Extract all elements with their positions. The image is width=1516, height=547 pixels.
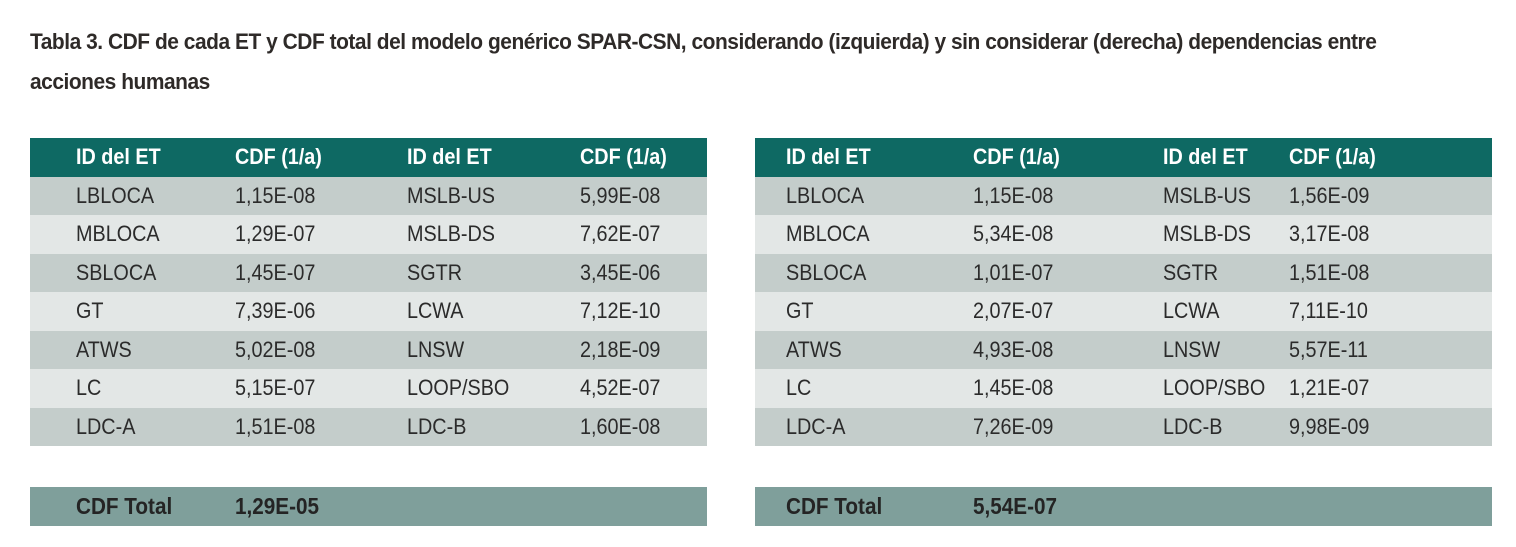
table-cell: 1,51E-08 [235,413,316,439]
table-cell: LC [786,375,812,400]
table-header-row: ID del ET CDF (1/a) ID del ET CDF (1/a) [30,138,707,177]
table-row: LC 5,15E-07 LOOP/SBO 4,52E-07 [30,369,707,408]
table-cell: LCWA [407,298,464,323]
table-cell: 3,17E-08 [1289,221,1370,246]
header-cell: ID del ET [76,144,161,169]
table-cell: MBLOCA [786,221,870,246]
table-cell: 4,93E-08 [973,336,1054,362]
table-cell: MSLB-US [407,182,496,208]
caption-line-2: acciones humanas [30,69,210,94]
table-cell: 1,56E-09 [1289,182,1370,208]
table-cell: 5,99E-08 [580,182,661,208]
table-row: LC 1,45E-08 LOOP/SBO 1,21E-07 [755,369,1492,408]
table-cell: GT [786,298,814,323]
table-cell: 5,15E-07 [235,375,316,400]
header-cell: ID del ET [1163,144,1248,169]
table-cell: 2,18E-09 [580,336,661,362]
table-cell: MSLB-US [1163,182,1252,208]
table-cell: 4,52E-07 [580,375,661,400]
total-label: CDF Total [786,493,883,519]
table-cell: 1,01E-07 [973,259,1054,285]
table-cell: LBLOCA [786,182,865,208]
table-caption: Tabla 3. CDF de cada ET y CDF total del … [30,22,1397,102]
header-cell: CDF (1/a) [580,144,667,169]
table-cell: 7,12E-10 [580,298,661,323]
table-cell: LC [76,375,102,400]
table-row: LDC-A 1,51E-08 LDC-B 1,60E-08 [30,407,707,446]
table-cell: LNSW [407,336,465,362]
table-cell: LCWA [1163,298,1220,323]
table-cell: MSLB-DS [407,221,496,246]
total-value: 5,54E-07 [973,493,1058,519]
table-cell: SGTR [407,259,463,285]
total-value: 1,29E-05 [235,493,320,519]
table-cell: ATWS [786,336,842,362]
table-row: SBLOCA 1,45E-07 SGTR 3,45E-06 [30,253,707,292]
table-cell: LDC-B [1163,413,1223,439]
table-cell: 9,98E-09 [1289,413,1370,439]
table-header-row: ID del ET CDF (1/a) ID del ET CDF (1/a) [755,138,1492,177]
table-cell: MSLB-DS [1163,221,1252,246]
table-cell: LNSW [1163,336,1221,362]
table-cell: 5,34E-08 [973,221,1054,246]
left-table: ID del ET CDF (1/a) ID del ET CDF (1/a) … [30,138,707,446]
right-table: ID del ET CDF (1/a) ID del ET CDF (1/a) … [755,138,1492,446]
table-cell: 7,11E-10 [1289,298,1368,323]
table-cell: 1,45E-08 [973,375,1054,400]
table-row: GT 2,07E-07 LCWA 7,11E-10 [755,292,1492,331]
total-row: CDF Total 1,29E-05 [30,487,707,526]
caption-line-1: Tabla 3. CDF de cada ET y CDF total del … [30,29,1377,54]
header-cell: CDF (1/a) [973,144,1060,169]
table-cell: LOOP/SBO [1163,375,1266,400]
table-cell: 7,26E-09 [973,413,1054,439]
table-row: LBLOCA 1,15E-08 MSLB-US 5,99E-08 [30,176,707,215]
table-cell: LDC-B [407,413,467,439]
table-row: MBLOCA 5,34E-08 MSLB-DS 3,17E-08 [755,215,1492,254]
table-cell: 7,39E-06 [235,298,316,323]
table-cell: 2,07E-07 [973,298,1054,323]
table-cell: 1,29E-07 [235,221,316,246]
table-row: SBLOCA 1,01E-07 SGTR 1,51E-08 [755,253,1492,292]
table-cell: 7,62E-07 [580,221,661,246]
header-cell: CDF (1/a) [235,144,322,169]
table-cell: LBLOCA [76,182,155,208]
table-cell: 3,45E-06 [580,259,661,285]
table-cell: LDC-A [786,413,846,439]
table-cell: 1,15E-08 [973,182,1054,208]
table-cell: 1,51E-08 [1289,259,1370,285]
table-cell: 1,45E-07 [235,259,316,285]
table-cell: SGTR [1163,259,1219,285]
table-row: ATWS 4,93E-08 LNSW 5,57E-11 [755,330,1492,369]
total-row: CDF Total 5,54E-07 [755,487,1492,526]
table-cell: SBLOCA [786,259,867,285]
header-cell: CDF (1/a) [1289,144,1376,169]
table-cell: LOOP/SBO [407,375,510,400]
table-row: ATWS 5,02E-08 LNSW 2,18E-09 [30,330,707,369]
table-cell: GT [76,298,104,323]
table-cell: 1,60E-08 [580,413,661,439]
table-row: MBLOCA 1,29E-07 MSLB-DS 7,62E-07 [30,215,707,254]
total-label: CDF Total [76,493,173,519]
table-cell: ATWS [76,336,132,362]
table-row: LDC-A 7,26E-09 LDC-B 9,98E-09 [755,407,1492,446]
table-cell: 1,15E-08 [235,182,316,208]
table-row: GT 7,39E-06 LCWA 7,12E-10 [30,292,707,331]
table-cell: 1,21E-07 [1289,375,1370,400]
table-cell: 5,57E-11 [1289,336,1368,362]
table-cell: 5,02E-08 [235,336,316,362]
table-cell: MBLOCA [76,221,160,246]
header-cell: ID del ET [786,144,871,169]
table-cell: SBLOCA [76,259,157,285]
table-cell: LDC-A [76,413,136,439]
header-cell: ID del ET [407,144,492,169]
table-row: LBLOCA 1,15E-08 MSLB-US 1,56E-09 [755,176,1492,215]
